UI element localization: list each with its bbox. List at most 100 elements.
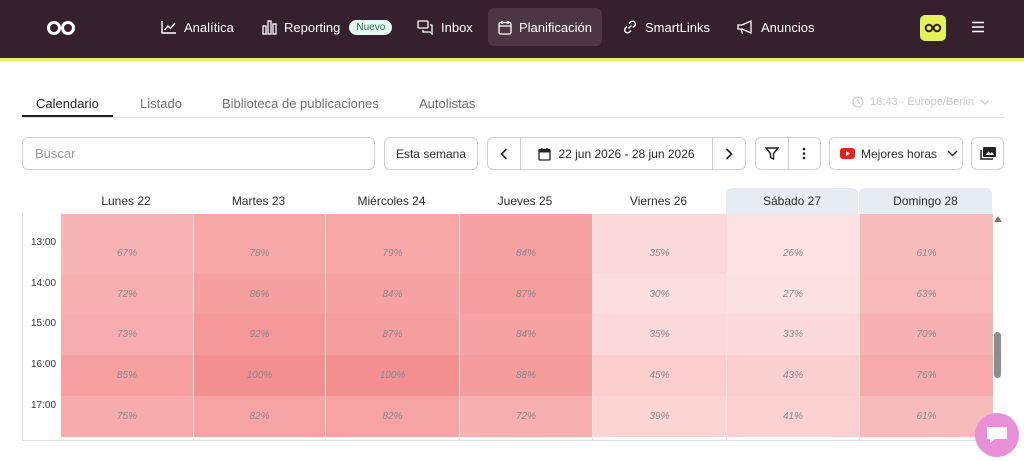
heatmap-cell[interactable]: 26% [727,233,859,274]
hour-label: 17:00 [31,400,57,411]
nav-label: Anuncios [761,19,815,35]
day-header: Sábado 27 [726,188,858,214]
nav-anuncios[interactable]: Anuncios [727,8,824,46]
tab-biblioteca[interactable]: Biblioteca de publicaciones [222,96,379,111]
tab-autolistas[interactable]: Autolistas [419,96,476,111]
chat-bubbles-icon [417,19,433,35]
filter-funnel-icon [764,147,779,160]
date-range-label: 22 jun 2026 - 28 jun 2026 [558,146,695,161]
search-input[interactable] [35,146,374,161]
best-hours-label: Mejores horas [861,146,938,161]
heatmap-cell-partial[interactable] [326,214,459,233]
chevron-down-icon [947,150,958,157]
this-week-button[interactable]: Esta semana [384,137,478,170]
more-options-button[interactable] [788,138,820,169]
heatmap-cell[interactable]: 35% [593,314,726,355]
next-week-button[interactable] [713,138,745,169]
heatmap-cell[interactable]: 39% [593,396,726,437]
heatmap-cell[interactable]: 82% [326,396,459,437]
filter-button[interactable] [756,138,788,169]
heatmap-cell[interactable]: 35% [593,233,726,274]
vertical-scrollbar[interactable] [992,214,1004,441]
chevron-right-icon [725,147,733,160]
heatmap-cell[interactable]: 79% [326,233,459,274]
heatmap-cell[interactable]: 43% [727,355,859,396]
heatmap-cell[interactable]: 27% [727,274,859,315]
heatmap-cell[interactable]: 73% [61,314,193,355]
heatmap-cell[interactable]: 100% [326,355,459,396]
best-hours-dropdown[interactable]: Mejores horas [829,137,963,170]
app-logo-icon[interactable] [46,18,76,38]
hour-label: 13:00 [31,237,57,248]
nav-smartlinks[interactable]: SmartLinks [612,8,720,46]
heatmap-cell-partial[interactable] [460,214,592,233]
nav-label: Reporting [284,19,341,35]
scroll-up-arrow-icon[interactable] [994,216,1002,222]
heatmap-cell[interactable]: 75% [61,396,193,437]
date-range-picker[interactable]: 22 jun 2026 - 28 jun 2026 [521,147,712,161]
heatmap-cell[interactable]: 61% [860,396,993,437]
heatmap-cell[interactable]: 85% [61,355,193,396]
column-divider [459,214,460,440]
hour-label: 14:00 [31,278,57,289]
heatmap-cell[interactable]: 92% [194,314,325,355]
heatmap-cell[interactable]: 30% [593,274,726,315]
tab-calendario[interactable]: Calendario [36,96,99,111]
heatmap-cell[interactable]: 84% [460,233,592,274]
column-divider [859,214,860,440]
previous-week-button[interactable] [488,138,520,169]
heatmap-cell[interactable]: 88% [460,355,592,396]
timezone-selector[interactable]: 18:43 - Europe/Berlin [852,96,990,108]
media-library-button[interactable] [971,137,1004,170]
calendar-icon [538,147,552,161]
heatmap-cell[interactable]: 33% [727,314,859,355]
heatmap-cell[interactable]: 87% [460,274,592,315]
column-divider [325,214,326,440]
heatmap-cell[interactable]: 72% [460,396,592,437]
heatmap-cell[interactable]: 61% [860,233,993,274]
day-header: Lunes 22 [101,194,151,208]
megaphone-icon [737,19,752,34]
heatmap-cell[interactable]: 70% [860,314,993,355]
images-icon [979,147,996,160]
nav-planificacion[interactable]: Planificación [488,8,602,46]
nav-inbox[interactable]: Inbox [407,8,483,46]
topbar-accent-line [0,58,1024,61]
heatmap-cell[interactable]: 84% [460,314,592,355]
hamburger-menu-icon[interactable] [970,19,986,35]
heatmap-cell[interactable]: 78% [194,233,325,274]
divider [787,138,789,169]
account-avatar[interactable] [920,15,946,41]
link-icon [623,20,637,34]
column-divider [726,214,727,440]
date-range-navigator: 22 jun 2026 - 28 jun 2026 [487,137,746,170]
heatmap-cell-partial[interactable] [61,214,193,233]
nav-analitica[interactable]: Analítica [151,8,244,46]
heatmap-cell[interactable]: 84% [326,274,459,315]
day-header: Miércoles 24 [357,194,426,208]
heatmap-cell[interactable]: 87% [326,314,459,355]
heatmap-cell[interactable]: 63% [860,274,993,315]
heatmap-cell[interactable]: 41% [727,396,859,437]
heatmap-cell[interactable]: 86% [194,274,325,315]
heatmap-cell-partial[interactable] [727,214,859,233]
chat-icon [987,427,1007,443]
heatmap-cell[interactable]: 76% [860,355,993,396]
nav-reporting[interactable]: Reporting Nuevo [252,8,402,46]
heatmap-cell[interactable]: 100% [194,355,325,396]
heatmap-cell[interactable]: 67% [61,233,193,274]
heatmap-cell[interactable]: 82% [194,396,325,437]
search-field[interactable] [22,137,375,170]
support-chat-button[interactable] [975,413,1019,457]
heatmap-cell[interactable]: 72% [61,274,193,315]
tab-listado[interactable]: Listado [140,96,182,111]
day-header: Viernes 26 [629,194,688,208]
heatmap-cell-partial[interactable] [593,214,726,233]
scrollbar-thumb[interactable] [994,332,1001,378]
heatmap-cell-partial[interactable] [860,214,993,233]
nav-label: SmartLinks [645,19,711,35]
heatmap-cell-partial[interactable] [194,214,325,233]
heatmap-cell[interactable]: 45% [593,355,726,396]
column-divider [592,214,593,440]
filter-controls [755,137,821,170]
